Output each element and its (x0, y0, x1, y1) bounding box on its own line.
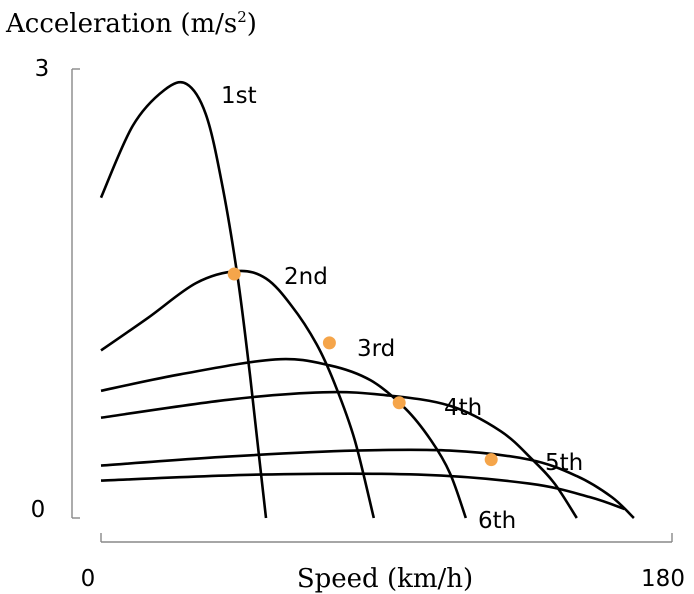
gear-curves (99, 80, 635, 519)
x-axis-title: Speed (km/h) (297, 564, 473, 594)
x-tick-label-max: 180 (641, 566, 685, 592)
shift-point-1 (227, 267, 241, 281)
series-line-1st (99, 80, 268, 519)
y-axis-title-main: Acceleration (m/s (5, 9, 237, 39)
y-tick-label-max: 3 (35, 56, 50, 82)
gear-labels: 1st 2nd 3rd 4th 5th 6th (221, 83, 583, 534)
x-axis: 0 180 Speed (km/h) (81, 533, 685, 594)
series-line-2nd (100, 269, 376, 519)
shift-point-4 (484, 453, 498, 467)
y-axis-title: Acceleration (m/s2) (5, 8, 257, 39)
series-label-4th: 4th (444, 395, 482, 421)
y-axis-title-superscript: 2 (237, 8, 247, 26)
shift-points (227, 267, 498, 467)
y-axis: 3 0 Acceleration (m/s2) (5, 8, 257, 523)
series-label-1st: 1st (221, 83, 257, 109)
series-label-3rd: 3rd (357, 336, 395, 362)
shift-point-2 (322, 336, 336, 350)
series-label-2nd: 2nd (284, 264, 328, 290)
series-line-6th (100, 472, 625, 511)
series-label-6th: 6th (478, 508, 516, 534)
shift-point-3 (392, 396, 406, 410)
series-label-5th: 5th (545, 450, 583, 476)
series-line-3rd (100, 357, 468, 519)
series-line-5th (100, 448, 635, 519)
series-line-4th (100, 390, 578, 519)
y-tick-label-min: 0 (31, 497, 46, 523)
x-tick-label-min: 0 (81, 566, 96, 592)
y-axis-title-close: ) (247, 9, 257, 39)
